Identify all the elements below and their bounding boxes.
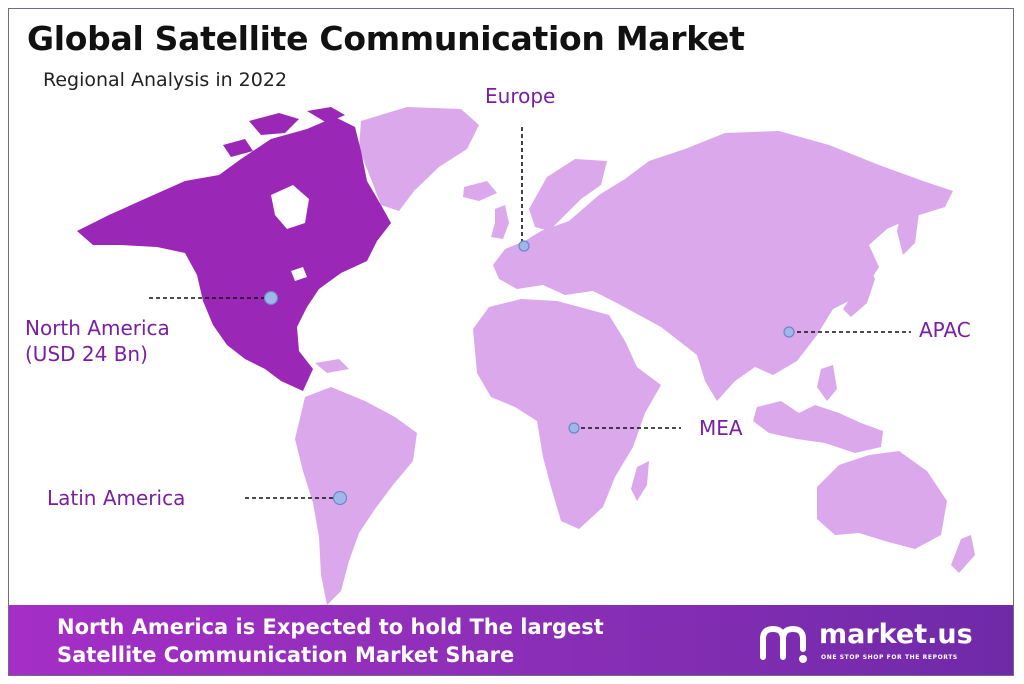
hudson-bay	[271, 185, 309, 229]
north-america-name: North America	[25, 316, 170, 340]
bottom-banner: North America is Expected to hold The la…	[9, 605, 1013, 675]
marker-mea	[568, 422, 580, 434]
page-subtitle: Regional Analysis in 2022	[43, 69, 288, 91]
other-land	[295, 107, 975, 605]
australia	[817, 451, 947, 549]
region-markers	[263, 240, 795, 506]
north-america-mainland	[77, 117, 391, 391]
region-label-latin-america: Latin America	[47, 486, 186, 510]
marker-europe	[518, 240, 530, 252]
leader-lines	[149, 127, 911, 499]
region-label-europe: Europe	[485, 84, 556, 108]
banner-line-2: Satellite Communication Market Share	[57, 643, 515, 667]
philippines	[817, 365, 837, 401]
marker-apac	[783, 326, 795, 338]
banner-line-1: North America is Expected to hold The la…	[57, 615, 604, 639]
arctic-islands-2	[307, 107, 345, 123]
iceland	[463, 181, 497, 201]
marker-north-america	[263, 290, 279, 306]
north-america-value: (USD 24 Bn)	[25, 342, 148, 366]
north-america-land	[77, 107, 391, 391]
eurasia	[493, 131, 953, 401]
infographic-frame: Global Satellite Communication Market Re…	[8, 8, 1014, 676]
kamchatka	[897, 205, 919, 255]
marker-latin-america	[332, 490, 348, 506]
region-label-north-america: North America (USD 24 Bn)	[25, 315, 170, 367]
japan	[843, 263, 875, 317]
world-map	[77, 107, 975, 605]
banner-message: North America is Expected to hold The la…	[57, 613, 697, 669]
water-cutouts	[271, 185, 309, 281]
uk	[491, 205, 509, 239]
region-label-mea: MEA	[699, 416, 743, 440]
madagascar	[631, 461, 649, 501]
south-america	[295, 387, 417, 605]
arctic-islands-3	[223, 139, 253, 157]
page-title: Global Satellite Communication Market	[27, 19, 745, 58]
scandinavia	[529, 159, 607, 231]
great-lakes	[291, 267, 307, 281]
brand: market.us ONE STOP SHOP FOR THE REPORTS	[757, 619, 1007, 669]
sea-islands	[753, 401, 883, 453]
market-us-logo-icon	[760, 625, 807, 663]
brand-tagline: ONE STOP SHOP FOR THE REPORTS	[821, 654, 958, 661]
caribbean	[315, 359, 349, 373]
new-zealand	[951, 535, 975, 573]
africa	[473, 299, 661, 529]
arctic-islands	[249, 113, 299, 135]
greenland	[359, 107, 479, 211]
region-label-apac: APAC	[919, 318, 971, 342]
brand-name: market.us	[819, 619, 973, 650]
